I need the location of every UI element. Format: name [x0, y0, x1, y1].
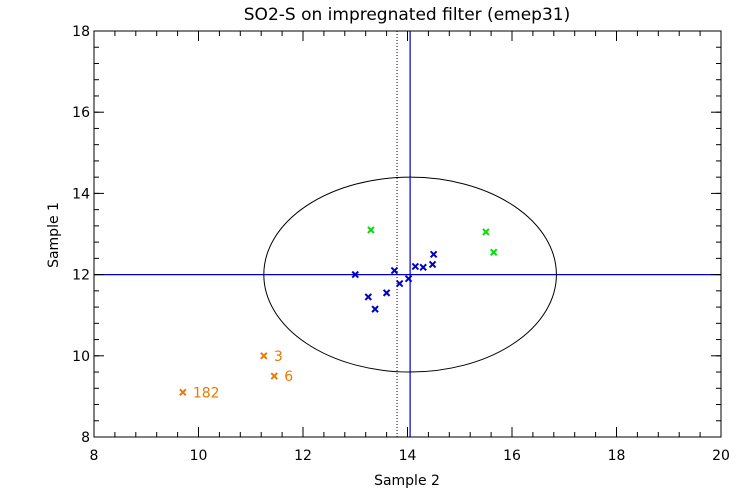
point-label: 3 [274, 349, 283, 365]
chart-title: SO2-S on impregnated filter (emep31) [244, 5, 570, 25]
axis-ticks [93, 30, 722, 438]
point-label: 182 [193, 385, 220, 401]
data-point [260, 352, 268, 360]
data-point [179, 388, 187, 397]
y-tick-label: 12 [72, 268, 90, 284]
plot-frame [93, 30, 722, 438]
points-layer [179, 226, 498, 397]
reference-lines [94, 31, 721, 437]
x-tick-label: 8 [90, 448, 99, 464]
point-label: 6 [284, 369, 293, 385]
y-tick-label: 16 [72, 105, 90, 121]
data-point [404, 274, 413, 283]
data-point [419, 263, 427, 271]
x-tick-label: 20 [712, 448, 730, 464]
data-point [390, 266, 399, 275]
y-axis-label: Sample 1 [46, 202, 62, 268]
x-tick-label: 18 [608, 448, 626, 464]
x-tick-label: 14 [399, 448, 417, 464]
x-tick-label: 10 [190, 448, 208, 464]
data-point [395, 279, 404, 288]
data-point [428, 260, 437, 269]
data-point [490, 248, 498, 256]
data-point [411, 262, 420, 271]
confidence-ellipse [263, 176, 557, 373]
x-axis-label: Sample 2 [374, 473, 440, 489]
y-tick-labels: 8 10 12 14 16 18 [72, 24, 90, 446]
data-point [367, 226, 375, 234]
data-point [382, 289, 391, 297]
point-labels: 36 182 [193, 349, 293, 402]
y-tick-label: 14 [72, 186, 90, 202]
x-tick-label: 12 [294, 448, 312, 464]
data-point [270, 372, 278, 380]
y-tick-label: 8 [81, 430, 90, 446]
data-point [364, 293, 373, 301]
x-tick-labels: 8 10 12 14 16 18 20 [90, 448, 730, 464]
x-tick-label: 16 [503, 448, 521, 464]
y-tick-label: 10 [72, 349, 90, 365]
data-point [429, 250, 438, 259]
y-tick-label: 18 [72, 24, 90, 40]
ellipse-layer [263, 176, 557, 373]
data-point [482, 228, 490, 236]
data-point [351, 270, 359, 279]
data-point [371, 305, 379, 313]
